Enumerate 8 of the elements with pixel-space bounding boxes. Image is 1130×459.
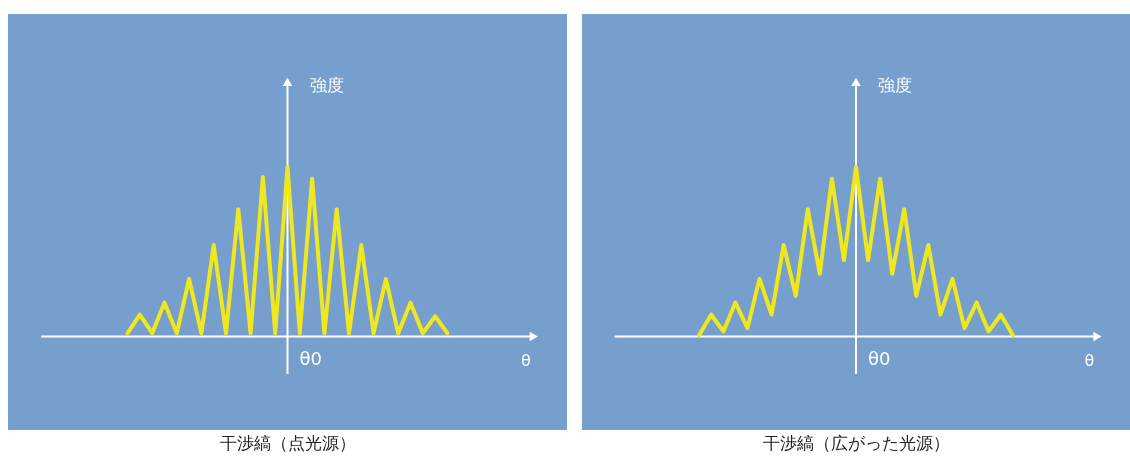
text: θ0 — [868, 347, 891, 369]
text: θ0 — [299, 347, 322, 369]
y-axis-title: 強度 — [878, 74, 912, 95]
x-axis-title: θ — [520, 350, 531, 370]
y-axis-title: 強度 — [309, 74, 344, 95]
text: 干渉縞（点光源） — [219, 433, 356, 453]
x-axis-title: θ — [1084, 350, 1095, 370]
text: 干渉縞（広がった光源） — [762, 433, 950, 453]
